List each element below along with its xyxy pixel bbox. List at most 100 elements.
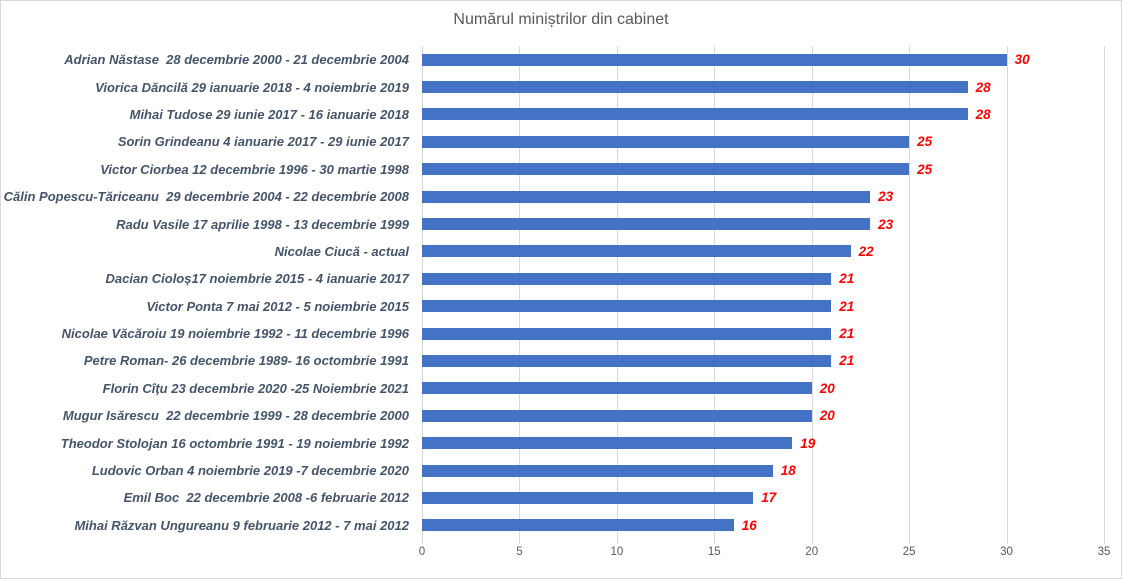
x-axis-tick-label: 35 bbox=[1097, 546, 1111, 558]
bar bbox=[422, 245, 851, 258]
bar-row: Theodor Stolojan 16 octombrie 1991 - 19 … bbox=[1, 429, 1104, 456]
bar-row: Radu Vasile 17 aprilie 1998 - 13 decembr… bbox=[1, 210, 1104, 237]
value-label: 21 bbox=[839, 271, 855, 287]
bar-track: 30 bbox=[422, 46, 1104, 73]
x-axis-tick-label: 15 bbox=[707, 546, 721, 558]
category-label: Theodor Stolojan 16 octombrie 1991 - 19 … bbox=[60, 435, 409, 451]
category-label: Mihai Tudose 29 iunie 2017 - 16 ianuarie… bbox=[129, 106, 409, 122]
bar-row: Mihai Răzvan Ungureanu 9 februarie 2012 … bbox=[1, 512, 1104, 539]
bar bbox=[422, 300, 832, 313]
gridline bbox=[1104, 46, 1105, 539]
bar bbox=[422, 163, 910, 176]
x-axis-tick-label: 0 bbox=[418, 546, 426, 558]
bar-track: 23 bbox=[422, 210, 1104, 237]
bar-track: 21 bbox=[422, 347, 1104, 374]
value-label: 21 bbox=[839, 326, 855, 342]
bar-rows: Adrian Năstase 28 decembrie 2000 - 21 de… bbox=[1, 46, 1104, 539]
bar-track: 16 bbox=[422, 512, 1104, 539]
bar-track: 18 bbox=[422, 457, 1104, 484]
value-label: 22 bbox=[858, 243, 874, 259]
category-label: Ludovic Orban 4 noiembrie 2019 -7 decemb… bbox=[91, 463, 409, 479]
bar bbox=[422, 53, 1007, 66]
category-label: Radu Vasile 17 aprilie 1998 - 13 decembr… bbox=[116, 216, 409, 232]
axis-tick-mark bbox=[909, 539, 911, 544]
category-label: Nicolae Văcăroiu 19 noiembrie 1992 - 11 … bbox=[61, 326, 409, 342]
value-label: 18 bbox=[780, 463, 796, 479]
axis-tick-mark bbox=[616, 539, 618, 544]
bar-row: Călin Popescu-Tăriceanu 29 decembrie 200… bbox=[1, 183, 1104, 210]
bar bbox=[422, 81, 968, 94]
axis-tick-mark bbox=[1006, 539, 1008, 544]
bar-row: Adrian Năstase 28 decembrie 2000 - 21 de… bbox=[1, 46, 1104, 73]
bar-track: 19 bbox=[422, 429, 1104, 456]
x-axis-tick-label: 10 bbox=[610, 546, 624, 558]
bar-row: Mugur Isărescu 22 decembrie 1999 - 28 de… bbox=[1, 402, 1104, 429]
value-label: 23 bbox=[878, 189, 894, 205]
category-label: Adrian Năstase 28 decembrie 2000 - 21 de… bbox=[64, 52, 409, 68]
value-label: 19 bbox=[800, 435, 816, 451]
bar-row: Emil Boc 22 decembrie 2008 -6 februarie … bbox=[1, 484, 1104, 511]
x-axis-tick-label: 5 bbox=[516, 546, 523, 558]
gridline bbox=[519, 46, 521, 539]
gridline bbox=[422, 46, 423, 539]
gridline bbox=[909, 46, 911, 539]
axis-tick-mark bbox=[1104, 539, 1105, 544]
x-axis-tick-label: 25 bbox=[902, 546, 916, 558]
value-label: 21 bbox=[839, 353, 855, 369]
category-label: Dacian Cioloș17 noiembrie 2015 - 4 ianua… bbox=[105, 271, 409, 287]
category-label: Mugur Isărescu 22 decembrie 1999 - 28 de… bbox=[62, 408, 409, 424]
bar bbox=[422, 354, 832, 367]
chart-title: Numărul miniștrilor din cabinet bbox=[453, 11, 669, 28]
bar bbox=[422, 382, 812, 395]
bar-track: 21 bbox=[422, 293, 1104, 320]
category-label: Victor Ponta 7 mai 2012 - 5 noiembrie 20… bbox=[146, 298, 409, 314]
axis-tick-mark bbox=[811, 539, 813, 544]
bar-row: Victor Ciorbea 12 decembrie 1996 - 30 ma… bbox=[1, 156, 1104, 183]
category-label: Sorin Grindeanu 4 ianuarie 2017 - 29 iun… bbox=[117, 134, 409, 150]
bar-track: 20 bbox=[422, 402, 1104, 429]
category-label: Viorica Dăncilă 29 ianuarie 2018 - 4 noi… bbox=[95, 79, 409, 95]
bar bbox=[422, 409, 812, 422]
bar-row: Viorica Dăncilă 29 ianuarie 2018 - 4 noi… bbox=[1, 73, 1104, 100]
bar-track: 28 bbox=[422, 101, 1104, 128]
bar-track: 20 bbox=[422, 375, 1104, 402]
bar-row: Dacian Cioloș17 noiembrie 2015 - 4 ianua… bbox=[1, 265, 1104, 292]
value-label: 20 bbox=[819, 408, 835, 424]
value-label: 25 bbox=[917, 161, 933, 177]
bar-track: 17 bbox=[422, 484, 1104, 511]
gridline bbox=[1006, 46, 1008, 539]
bar bbox=[422, 437, 793, 450]
bar-row: Nicolae Văcăroiu 19 noiembrie 1992 - 11 … bbox=[1, 320, 1104, 347]
value-label: 30 bbox=[1014, 52, 1030, 68]
category-label: Victor Ciorbea 12 decembrie 1996 - 30 ma… bbox=[100, 161, 409, 177]
value-label: 21 bbox=[839, 298, 855, 314]
bar-row: Florin Cîțu 23 decembrie 2020 -25 Noiemb… bbox=[1, 375, 1104, 402]
gridline bbox=[616, 46, 618, 539]
x-axis: 0 5 10 15 20 25 30 35 bbox=[418, 546, 1111, 562]
category-label: Florin Cîțu 23 decembrie 2020 -25 Noiemb… bbox=[102, 380, 409, 396]
axis-tick-mark bbox=[519, 539, 521, 544]
bar-row: Nicolae Ciucă - actual 22 bbox=[1, 238, 1104, 265]
bar-track: 21 bbox=[422, 265, 1104, 292]
value-label: 16 bbox=[741, 517, 757, 533]
bar bbox=[422, 218, 871, 231]
bar-row: Sorin Grindeanu 4 ianuarie 2017 - 29 iun… bbox=[1, 128, 1104, 155]
value-label: 23 bbox=[878, 216, 894, 232]
bar bbox=[422, 464, 773, 477]
category-label: Mihai Răzvan Ungureanu 9 februarie 2012 … bbox=[74, 517, 409, 533]
bar-track: 25 bbox=[422, 128, 1104, 155]
bar-row: Mihai Tudose 29 iunie 2017 - 16 ianuarie… bbox=[1, 101, 1104, 128]
value-label: 28 bbox=[975, 79, 991, 95]
bar-row: Ludovic Orban 4 noiembrie 2019 -7 decemb… bbox=[1, 457, 1104, 484]
bar bbox=[422, 272, 832, 285]
plot-area bbox=[422, 46, 1105, 544]
bar-row: Petre Roman- 26 decembrie 1989- 16 octom… bbox=[1, 347, 1104, 374]
category-label: Emil Boc 22 decembrie 2008 -6 februarie … bbox=[123, 490, 409, 506]
bar bbox=[422, 108, 968, 121]
bar-track: 21 bbox=[422, 320, 1104, 347]
value-label: 25 bbox=[917, 134, 933, 150]
bar bbox=[422, 190, 871, 203]
x-axis-tick-label: 30 bbox=[1000, 546, 1013, 558]
x-axis-tick-label: 20 bbox=[805, 546, 819, 558]
